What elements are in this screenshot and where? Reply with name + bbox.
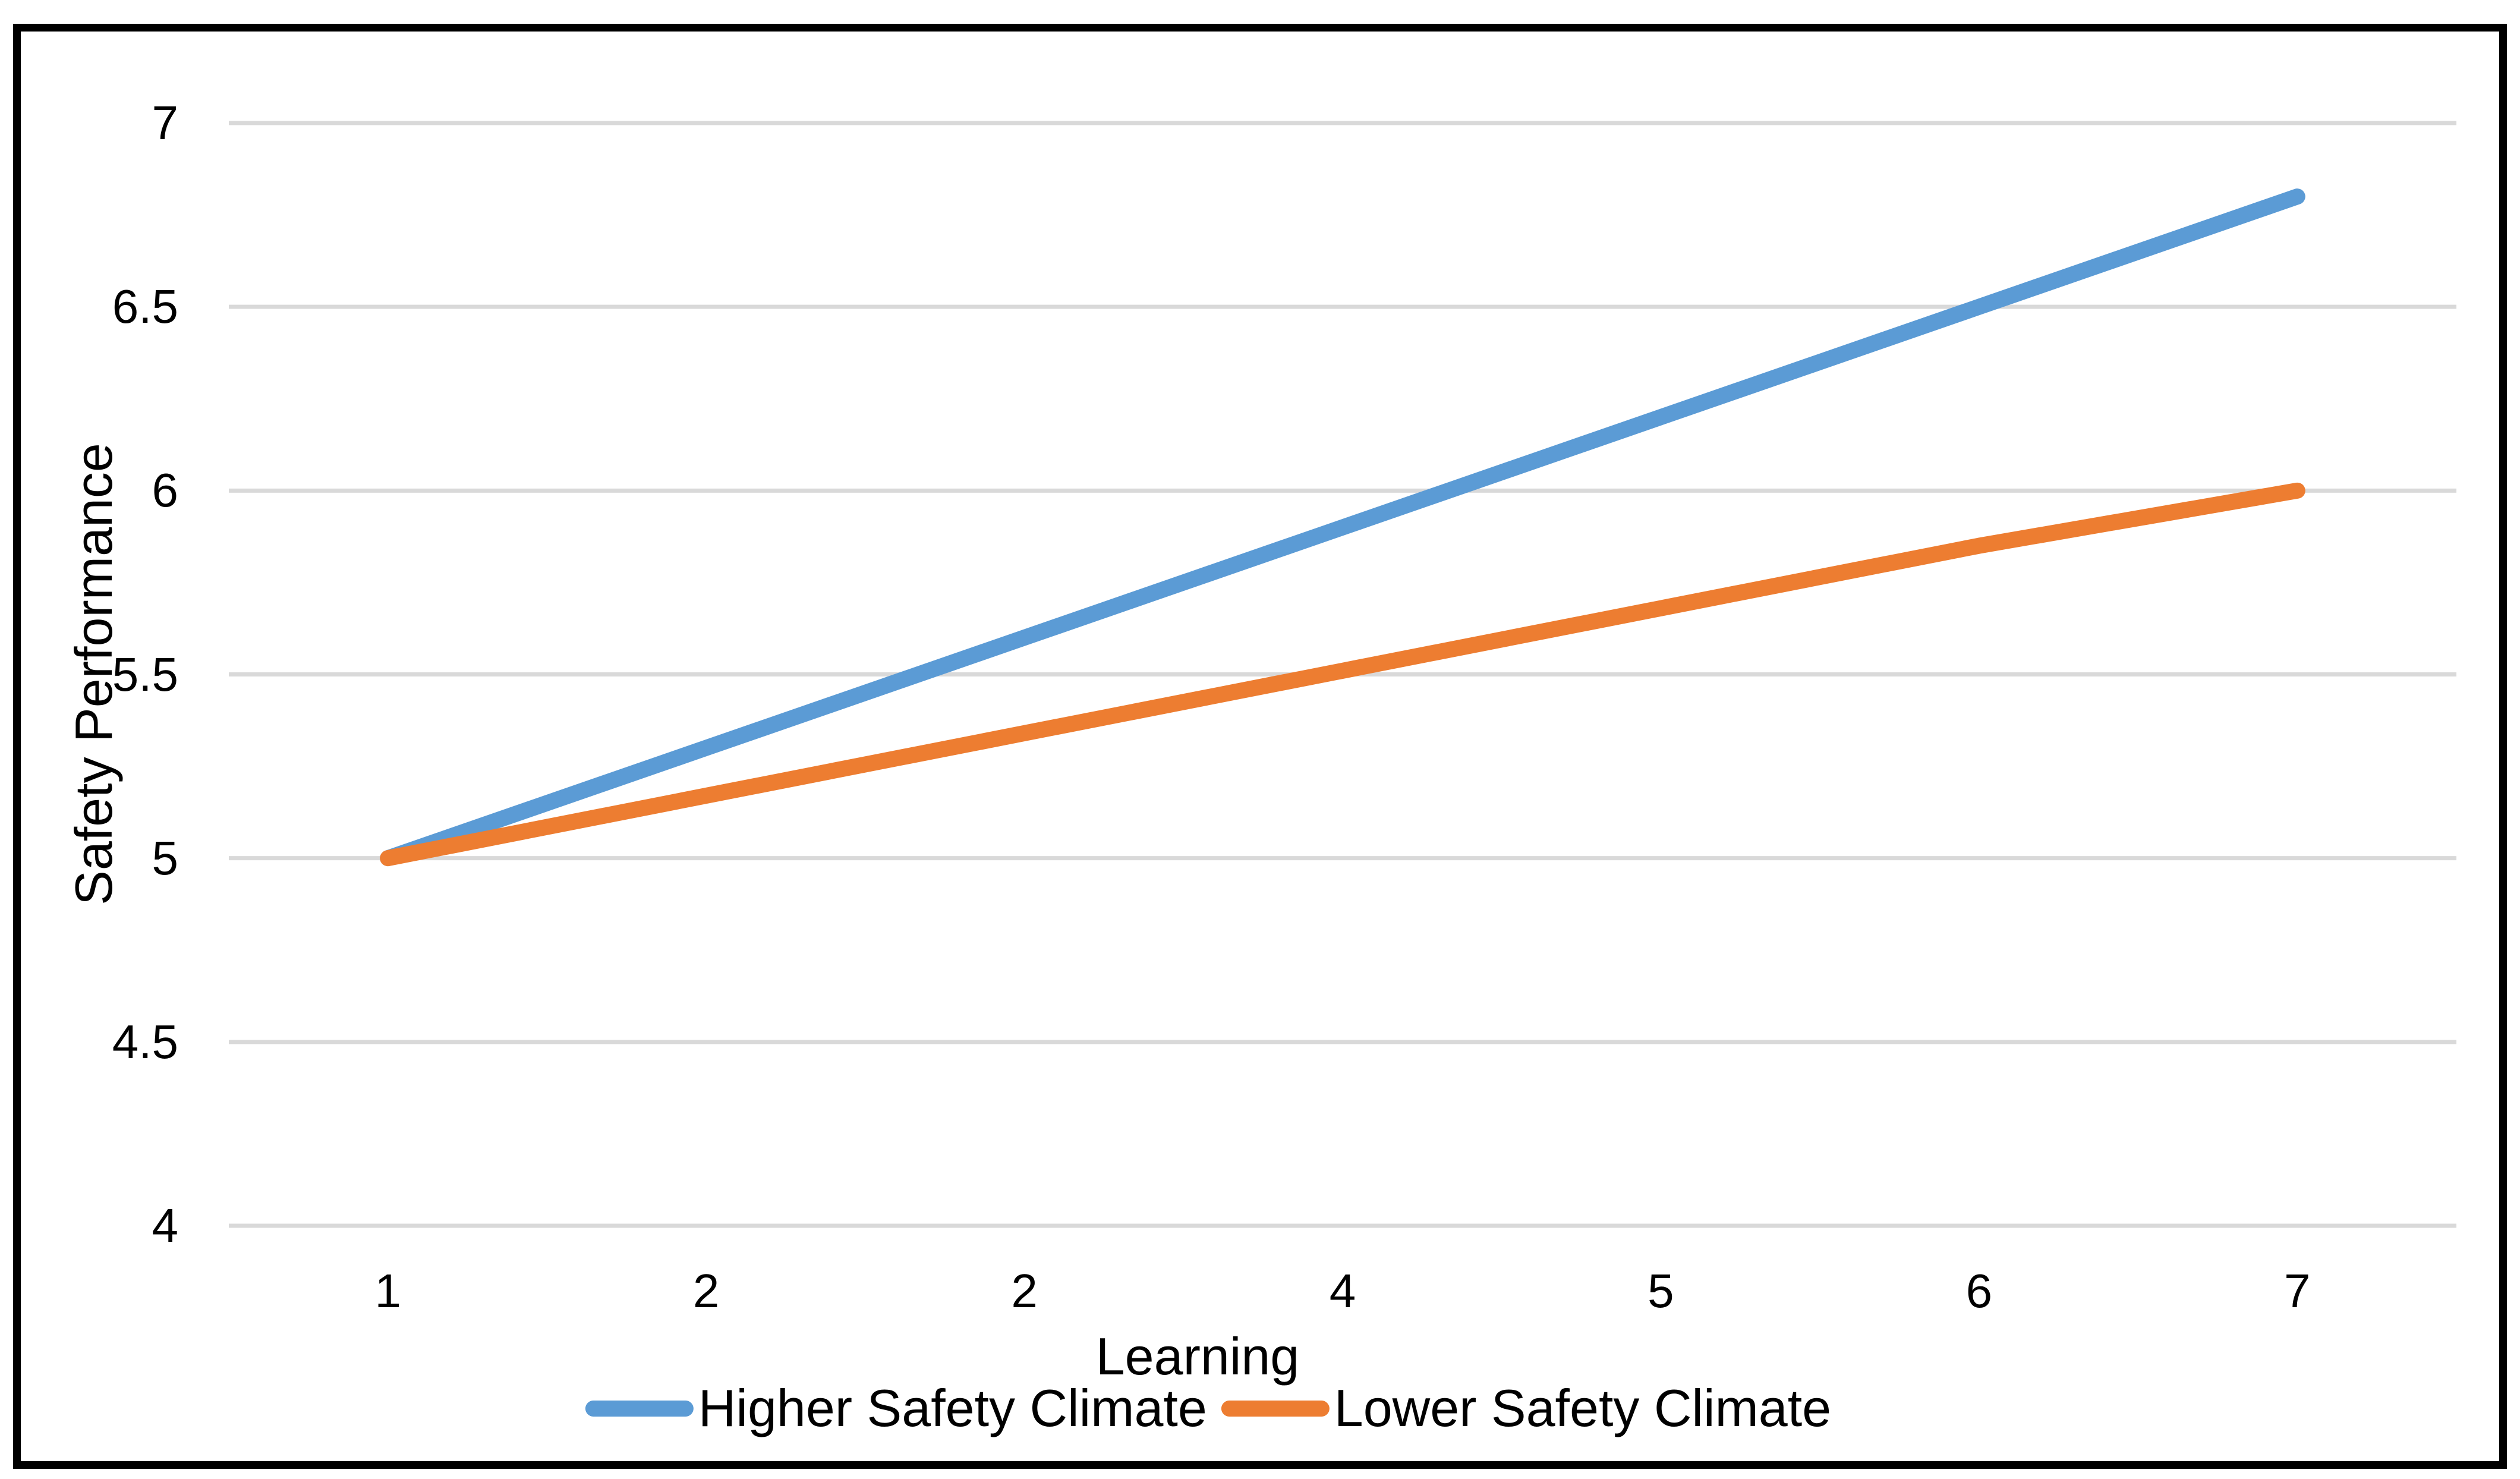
x-tick-label: 7 — [2284, 1264, 2311, 1317]
legend-item-higher-safety-climate: Higher Safety Climate — [585, 1380, 1207, 1437]
x-tick-label: 1 — [374, 1264, 401, 1317]
legend: Higher Safety Climate Lower Safety Clima… — [585, 1380, 1831, 1437]
y-tick-label: 4.5 — [112, 1015, 178, 1068]
x-tick-label: 6 — [1965, 1264, 1993, 1317]
series-line-lower-safety-climate — [380, 482, 2305, 867]
chart-outer-frame — [13, 24, 2507, 1469]
x-tick-label: 4 — [1329, 1264, 1356, 1317]
y-axis-title: Safety Performance — [64, 443, 123, 905]
legend-label-higher-safety-climate: Higher Safety Climate — [698, 1379, 1207, 1437]
y-tick-label: 6.5 — [112, 280, 178, 333]
legend-swatch-higher-safety-climate — [585, 1400, 694, 1417]
y-tick-label: 6 — [152, 464, 179, 517]
legend-item-lower-safety-climate: Lower Safety Climate — [1221, 1380, 1831, 1437]
series-line-higher-safety-climate — [380, 188, 2305, 867]
y-tick-label: 7 — [152, 96, 179, 149]
x-tick-label: 2 — [1011, 1264, 1038, 1317]
x-tick-label: 2 — [692, 1264, 720, 1317]
legend-label-lower-safety-climate: Lower Safety Climate — [1334, 1379, 1832, 1437]
legend-swatch-lower-safety-climate — [1221, 1400, 1330, 1417]
x-axis-title: Learning — [1095, 1327, 1300, 1386]
y-tick-label: 5.5 — [112, 647, 178, 701]
y-tick-label: 4 — [152, 1199, 179, 1252]
y-tick-label: 5 — [152, 831, 179, 885]
x-tick-label: 5 — [1648, 1264, 1674, 1317]
